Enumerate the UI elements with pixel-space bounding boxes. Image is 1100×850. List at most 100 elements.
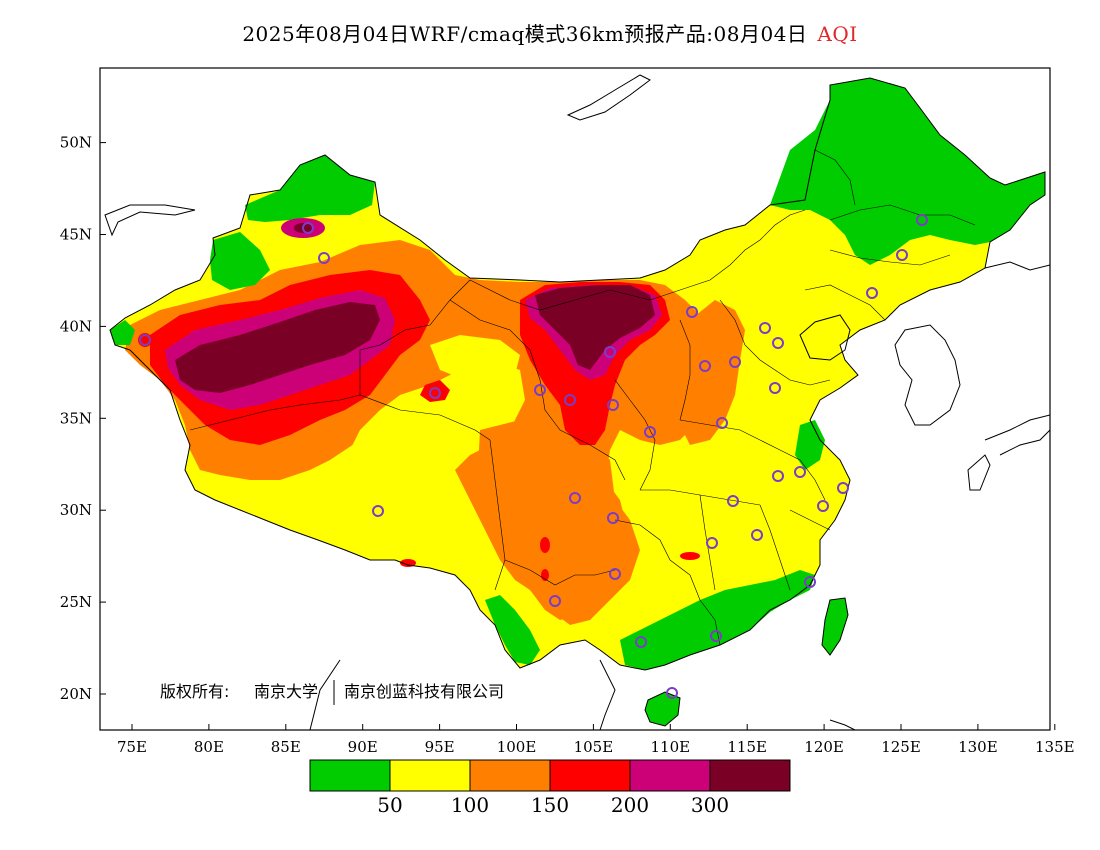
station-marker [729,356,741,368]
station-marker [139,334,151,346]
station-marker [302,222,314,234]
station-marker [794,466,806,478]
station-marker [706,537,718,549]
aqi-green-northeast [770,78,1045,265]
station-marker [607,512,619,524]
russia-coast [984,261,1050,271]
station-marker [751,529,763,541]
china-border [109,77,1046,671]
copyright-owner: 版权所有: [160,682,229,701]
taiwan-border [821,597,849,656]
border-qinghai-gansu [449,299,561,431]
lon-tick-label: 80E [194,738,224,756]
balkhash [104,204,196,237]
copyright-org2: 南京创蓝科技有限公司 [344,682,504,701]
border-shaanxi [614,379,656,491]
lon-tick-label: 115E [727,738,767,756]
station-marker [716,417,728,429]
border-tibet-qinghai [359,394,491,441]
border-liaoning [804,284,886,321]
colorbar-threshold-label: 100 [451,793,489,817]
station-marker [604,346,616,358]
title-text: 2025年08月04日WRF/cmaq模式36km预报产品:08月04日 [242,22,808,46]
map-frame [99,67,1051,731]
station-marker [804,576,816,588]
lon-tick-label: 75E [117,738,147,756]
lat-tick-label: 45N [60,226,92,244]
colorbar-swatch [309,759,391,792]
aqi-hazardous-xinjiang [175,302,380,393]
aqi-green-taiwan [822,598,848,655]
station-marker [372,505,384,517]
station-marker [609,568,621,580]
colorbar-threshold-label: 50 [377,793,402,817]
lat-tick-label: 35N [60,409,92,427]
colorbar-swatch [389,759,471,792]
lat-tick-label: 50N [60,134,92,152]
lon-tick-label: 100E [497,738,537,756]
aqi-hazardous-north [535,285,655,370]
aqi-green-pamir [110,320,135,345]
border-anhui-jiangsu [779,449,826,501]
korea-coast [894,324,961,426]
aqi-hotspot-tibet [400,559,416,567]
station-marker [549,595,561,607]
longitude-axis: 75E 80E 85E 90E 95E 100E 105E 110E 115E 120E 125E 1… [117,724,1075,756]
station-marker [727,495,739,507]
border-nei-mongol-north [814,149,856,206]
station-marker [635,636,647,648]
japan-kyushu [967,454,991,491]
border-heilongjiang [829,204,976,226]
border-jilin [829,249,951,266]
station-marker [569,492,581,504]
lon-tick-label: 90E [348,738,378,756]
lat-tick-label: 25N [60,593,92,611]
border-guizhou [614,519,691,576]
product-label: AQI [817,22,858,46]
lon-tick-label: 135E [1035,738,1075,756]
lon-tick-label: 125E [881,738,921,756]
latitude-axis: 20N 25N 30N 35N 40N 45N 50N [60,134,106,703]
lon-tick-label: 85E [271,738,301,756]
station-marker [429,387,441,399]
station-marker [837,482,849,494]
colorbar-threshold-label: 200 [611,793,649,817]
aqi-green-xinjiang-north [245,155,375,222]
aqi-yellow-qinghai [430,335,520,380]
colorbar-swatch [549,759,631,792]
aqi-green-south [620,570,815,670]
bay-bengal-coast [309,659,341,730]
lat-tick-label: 20N [60,685,92,703]
station-marker [644,426,656,438]
aqi-green-xinjiang-west [210,232,270,290]
aqi-colorbar: 50 100 150 200 300 [309,759,791,817]
border-xinjiang-tibet [189,394,361,431]
border-zhejiang [789,509,831,531]
aqi-hotspot-guangxi [680,552,700,560]
border-gansu-sichuan [559,429,626,481]
station-marker [896,249,908,261]
station-marker [772,337,784,349]
indochina-coast [599,659,616,730]
station-marker [866,287,878,299]
station-marker [318,252,330,264]
copyright-org1: 南京大学 [254,682,318,701]
border-shandong [774,369,831,386]
bohai-coast [799,314,851,361]
colorbar-swatch [709,759,791,792]
province-borders [189,149,976,646]
colorbar-swatch [629,759,711,792]
aqi-hotspot-sichuan-a [540,537,550,553]
station-marker [916,214,928,226]
aqi-red-kunlun [420,380,450,402]
aqi-green-hainan [645,692,680,726]
station-marker [772,470,784,482]
philippines [829,719,856,730]
border-hebei [719,299,776,371]
lon-tick-label: 130E [958,738,998,756]
station-marker [564,394,576,406]
border-inner-mongolia [469,209,806,311]
japan-honshu [984,414,1050,456]
map-title: 2025年08月04日WRF/cmaq模式36km预报产品:08月04日 AQI [0,18,1100,47]
